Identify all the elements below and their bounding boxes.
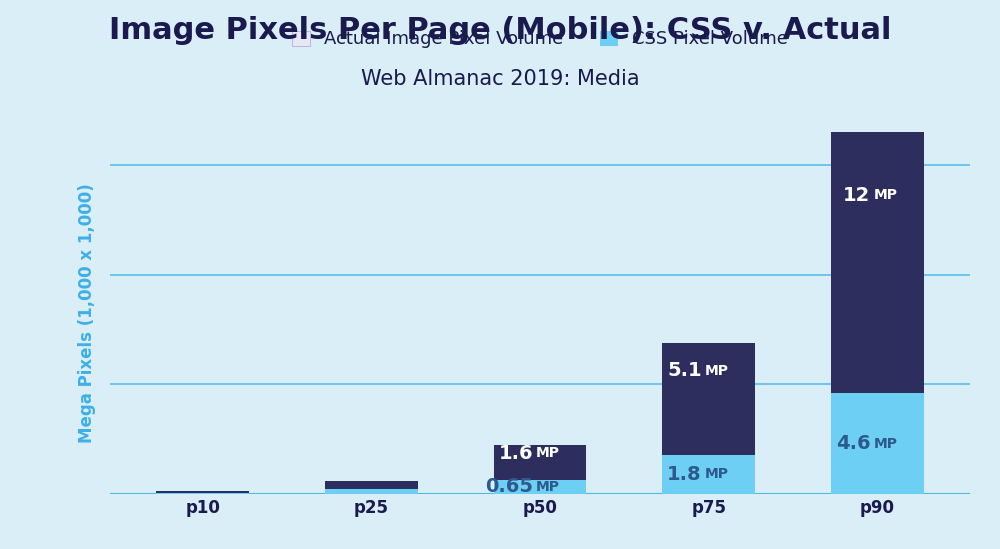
Text: 1.6: 1.6 <box>499 444 533 463</box>
Text: 12: 12 <box>843 186 871 205</box>
Text: MP: MP <box>536 480 560 494</box>
Text: MP: MP <box>536 446 560 461</box>
Y-axis label: Mega Pixels (1,000 x 1,000): Mega Pixels (1,000 x 1,000) <box>78 183 96 443</box>
Bar <box>156 491 249 493</box>
Bar <box>325 489 418 494</box>
Text: 4.6: 4.6 <box>836 434 871 453</box>
Bar <box>831 393 924 494</box>
Text: MP: MP <box>705 363 729 378</box>
Text: Image Pixels Per Page (Mobile): CSS v. Actual: Image Pixels Per Page (Mobile): CSS v. A… <box>109 16 891 46</box>
Bar <box>325 481 418 489</box>
Text: 1.8: 1.8 <box>667 465 702 484</box>
Bar <box>662 343 755 455</box>
Text: MP: MP <box>705 467 729 481</box>
Text: MP: MP <box>873 436 897 451</box>
Legend: Actual Image Pixel Volume, CSS Pixel Volume: Actual Image Pixel Volume, CSS Pixel Vol… <box>286 25 794 54</box>
Text: MP: MP <box>873 188 897 203</box>
Bar <box>494 480 586 494</box>
Text: 0.65: 0.65 <box>485 478 533 496</box>
Bar <box>662 455 755 494</box>
Bar <box>156 493 249 494</box>
Bar <box>831 130 924 393</box>
Text: Web Almanac 2019: Media: Web Almanac 2019: Media <box>361 69 639 88</box>
Bar <box>494 445 586 480</box>
Text: 5.1: 5.1 <box>667 361 702 380</box>
